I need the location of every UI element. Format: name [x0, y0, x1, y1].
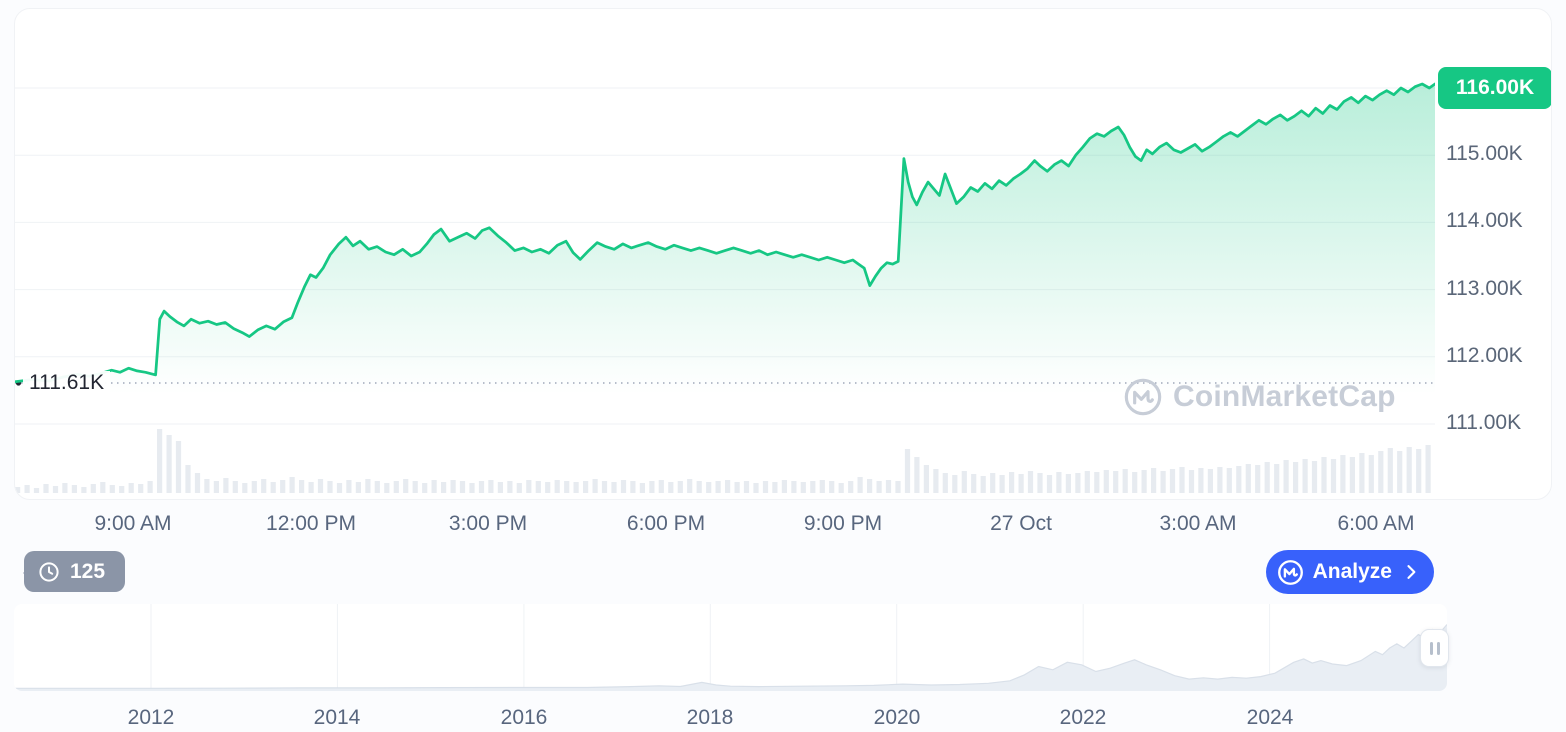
y-axis-label: 114.00K	[1446, 209, 1523, 233]
price-chart[interactable]	[15, 9, 1435, 500]
year-axis-label: 2024	[1246, 706, 1294, 729]
navigator-drag-handle[interactable]	[1420, 629, 1449, 667]
analyze-label: Analyze	[1312, 560, 1392, 583]
y-axis-label: 115.00K	[1446, 142, 1523, 166]
coinmarketcap-watermark: CoinMarketCap	[1123, 377, 1396, 417]
y-axis-label: 113.00K	[1446, 276, 1523, 300]
baseline-price-label: 111.61K	[23, 371, 111, 395]
y-axis-label: 112.00K	[1446, 343, 1523, 367]
handle-bar	[1429, 641, 1433, 655]
chart-toolbar: 125 Analyze	[14, 549, 1434, 595]
current-price-badge: 116.00K	[1438, 67, 1551, 109]
time-axis-label: 3:00 PM	[448, 512, 528, 535]
time-axis-label: 27 Oct	[990, 512, 1052, 535]
timeline-navigator-chart[interactable]	[14, 604, 1447, 691]
time-axis: 9:00 AM 12:00 PM 3:00 PM 6:00 PM 9:00 PM 27 O…	[14, 500, 1434, 544]
time-axis-label: 6:00 PM	[626, 512, 706, 535]
time-axis-label: 9:00 PM	[803, 512, 883, 535]
time-axis-label: 6:00 AM	[1337, 512, 1415, 535]
year-axis-label: 2022	[1059, 706, 1107, 729]
time-axis-label: 9:00 AM	[94, 512, 172, 535]
handle-bar	[1436, 641, 1440, 655]
analyze-button[interactable]: Analyze	[1265, 550, 1434, 594]
chevron-right-icon	[1401, 562, 1421, 582]
history-count-badge[interactable]: 125	[23, 551, 126, 592]
coinmarketcap-logo-icon	[1123, 377, 1163, 417]
badge-tail	[23, 563, 36, 583]
price-chart-card: 111.61K CoinMarketCap 116.00K 115.00K 114…	[14, 8, 1552, 500]
watermark-text: CoinMarketCap	[1173, 380, 1396, 413]
time-axis-label: 12:00 PM	[266, 512, 356, 535]
year-axis-label: 2018	[686, 706, 734, 729]
year-axis: 2012 2014 2016 2018 2020 2022 2024	[14, 694, 1447, 729]
history-count-label: 125	[70, 559, 106, 583]
year-axis-label: 2020	[873, 706, 921, 729]
history-clock-icon	[37, 560, 61, 584]
y-axis-label: 111.00K	[1446, 411, 1522, 434]
year-axis-label: 2016	[500, 706, 548, 729]
analyze-logo-icon	[1277, 559, 1304, 586]
year-axis-label: 2012	[127, 706, 175, 729]
time-axis-label: 3:00 AM	[1159, 512, 1237, 535]
year-axis-label: 2014	[313, 706, 361, 729]
timeline-navigator-card	[14, 604, 1449, 691]
